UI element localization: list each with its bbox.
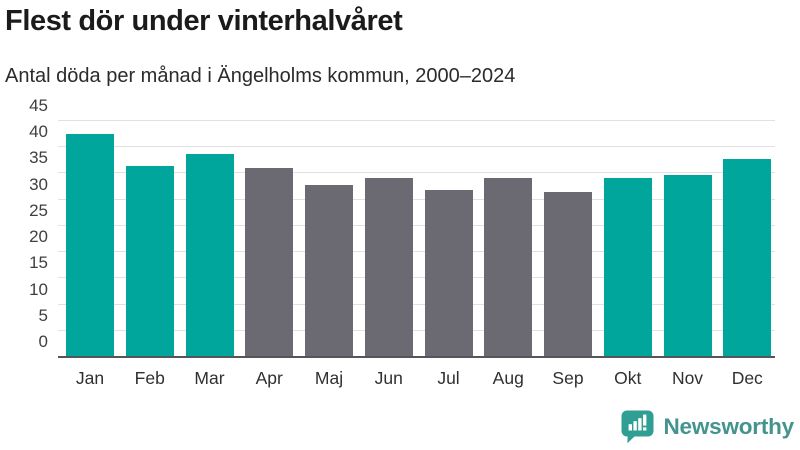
bar-jul (424, 190, 473, 356)
bar-mar (185, 153, 234, 356)
gridline-10 (58, 303, 775, 305)
y-tick-45: 45 (29, 96, 48, 115)
bar-jun (364, 178, 413, 356)
page-title: Flest dör under vinterhalvåret (5, 5, 403, 37)
gridline-20 (58, 251, 775, 253)
gridline-30 (58, 198, 775, 200)
bar-okt (603, 178, 652, 356)
y-tick-40: 40 (29, 122, 48, 142)
page-subtitle: Antal döda per månad i Ängelholms kommun… (5, 65, 516, 87)
x-tick-jan: Jan (75, 368, 105, 388)
gridline-45 (58, 120, 775, 121)
bar-aug (484, 178, 533, 356)
bar-nov (663, 175, 712, 356)
x-tick-apr: Apr (255, 368, 283, 388)
newsworthy-logo: Newsworthy (621, 410, 794, 444)
x-tick-jun: Jun (374, 368, 403, 388)
bar-dec (723, 159, 772, 356)
x-tick-dec: Dec (731, 368, 763, 388)
x-tick-mar: Mar (194, 368, 225, 388)
newsworthy-logo-icon (621, 410, 654, 444)
y-axis: 0 5 10 15 20 25 30 35 40 45 (0, 97, 48, 358)
x-tick-nov: Nov (671, 368, 704, 388)
x-axis: Jan Feb Mar Apr Maj Jun Jul Aug Sep Okt Nov Dec (58, 368, 775, 394)
x-tick-jul: Jul (437, 368, 460, 388)
newsworthy-logo-text: Newsworthy (663, 414, 794, 439)
gridline-40 (58, 146, 775, 148)
y-tick-25: 25 (29, 200, 48, 220)
x-tick-okt: Okt (614, 368, 642, 388)
x-tick-aug: Aug (492, 368, 524, 388)
y-tick-30: 30 (29, 174, 48, 194)
x-tick-maj: Maj (314, 368, 344, 388)
y-tick-15: 15 (29, 253, 48, 273)
y-tick-5: 5 (38, 305, 48, 325)
x-tick-feb: Feb (134, 368, 165, 388)
bar-apr (245, 167, 294, 356)
bar-maj (305, 185, 353, 356)
y-tick-10: 10 (29, 279, 48, 299)
bar-sep (544, 192, 592, 356)
bar-feb (125, 166, 174, 356)
gridline-15 (58, 277, 775, 279)
y-tick-0: 0 (38, 332, 48, 351)
y-tick-35: 35 (29, 148, 48, 168)
y-tick-20: 20 (29, 227, 48, 247)
x-tick-sep: Sep (552, 368, 584, 388)
gridline-25 (58, 224, 775, 226)
gridline-5 (58, 329, 775, 331)
gridline-35 (58, 172, 775, 174)
plot-area (58, 120, 775, 358)
bar-jan (66, 133, 114, 356)
